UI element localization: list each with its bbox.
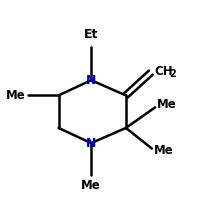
- Text: Et: Et: [84, 28, 98, 41]
- Text: Me: Me: [157, 98, 177, 111]
- Text: N: N: [86, 137, 96, 150]
- Text: Me: Me: [81, 179, 101, 192]
- Text: CH: CH: [154, 65, 173, 78]
- Text: 2: 2: [170, 69, 176, 79]
- Text: Me: Me: [154, 144, 174, 157]
- Text: Me: Me: [6, 89, 26, 102]
- Text: N: N: [86, 74, 96, 87]
